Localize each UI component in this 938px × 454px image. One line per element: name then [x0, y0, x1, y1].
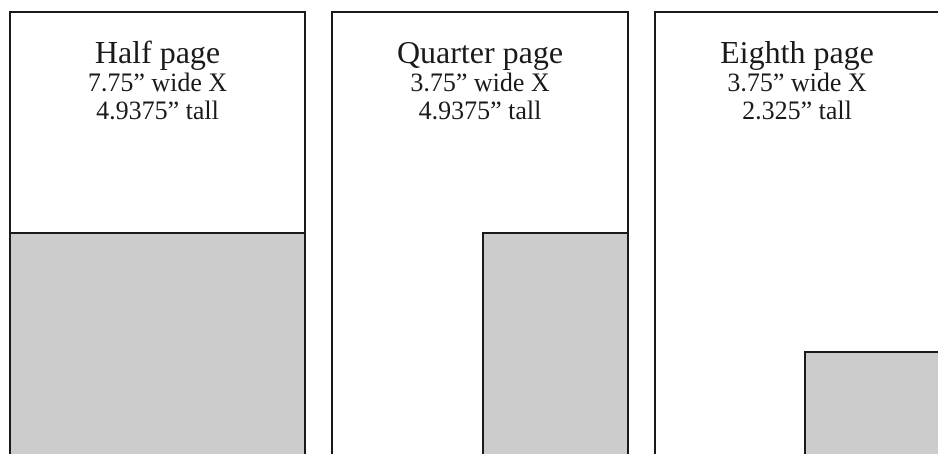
eighth-page-caption: Eighth page 3.75” wide X 2.325” tall	[656, 35, 938, 125]
quarter-page-width: 3.75” wide X	[410, 68, 550, 97]
quarter-page-height: 4.9375” tall	[418, 96, 542, 125]
eighth-page-ad-area	[804, 351, 938, 454]
half-page-caption: Half page 7.75” wide X 4.9375” tall	[11, 35, 304, 125]
quarter-page-panel: Quarter page 3.75” wide X 4.9375” tall	[331, 11, 629, 454]
half-page-panel: Half page 7.75” wide X 4.9375” tall	[9, 11, 306, 454]
half-page-height: 4.9375” tall	[96, 96, 219, 125]
eighth-page-panel: Eighth page 3.75” wide X 2.325” tall	[654, 11, 938, 454]
quarter-page-ad-area	[482, 232, 627, 454]
half-page-title: Half page	[94, 34, 221, 70]
eighth-page-title: Eighth page	[720, 34, 874, 70]
eighth-page-width: 3.75” wide X	[727, 68, 867, 97]
quarter-page-title: Quarter page	[396, 34, 564, 70]
half-page-width: 7.75” wide X	[87, 68, 228, 97]
eighth-page-height: 2.325” tall	[742, 96, 852, 125]
quarter-page-caption: Quarter page 3.75” wide X 4.9375” tall	[333, 35, 627, 125]
half-page-ad-area	[11, 232, 304, 454]
